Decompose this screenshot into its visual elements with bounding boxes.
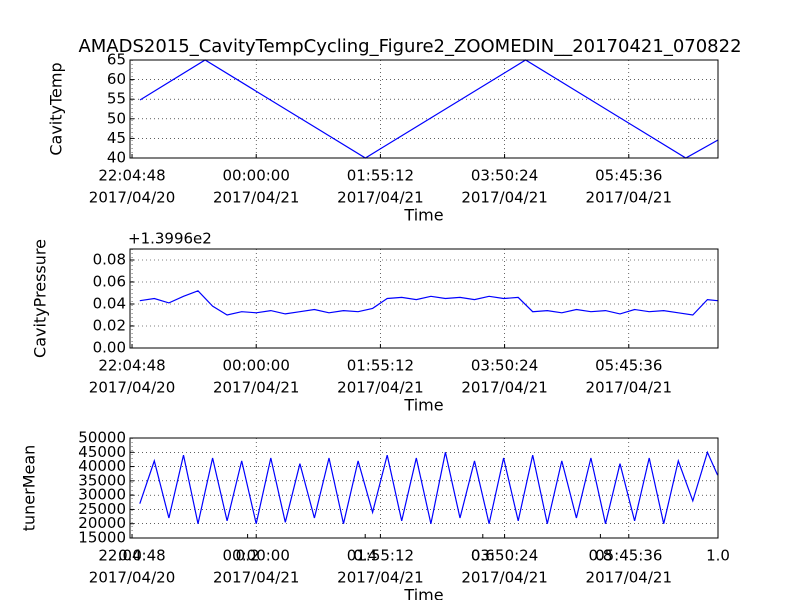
y-tick-label: 50 [107, 109, 126, 127]
x2-tick-label: 1.0 [706, 547, 730, 565]
x-tick-label: 05:45:36 [595, 167, 662, 185]
x-tick-label: 2017/04/21 [461, 379, 547, 397]
x-tick-label: 03:50:24 [471, 547, 538, 565]
x-tick-label: 2017/04/21 [586, 189, 672, 207]
x-tick-label: 22:04:48 [98, 167, 165, 185]
y-tick-label: 55 [107, 90, 126, 108]
y-tick-label: 40000 [78, 457, 126, 475]
x-axis-label: Time [403, 586, 443, 600]
x-tick-label: 01:55:12 [347, 167, 414, 185]
y-tick-label: 50000 [78, 429, 126, 447]
x-axis-label: Time [403, 206, 443, 225]
x-tick-label: 03:50:24 [471, 167, 538, 185]
y-axis-label: CavityTemp [47, 62, 66, 155]
data-line [139, 450, 719, 524]
y-tick-label: 35000 [78, 471, 126, 489]
y-tick-label: 0.04 [93, 295, 126, 313]
axes-frame [129, 59, 719, 159]
x-tick-label: 05:45:36 [595, 357, 662, 375]
x-tick-label: 05:45:36 [595, 547, 662, 565]
y-tick-label: 40 [107, 149, 126, 167]
y-tick-label: 0.02 [93, 317, 126, 335]
x-tick-label: 22:04:48 [98, 357, 165, 375]
x-tick-label: 2017/04/21 [213, 569, 299, 587]
x-tick-label: 00:00:00 [223, 357, 290, 375]
y-tick-label: 0.00 [93, 339, 126, 357]
y-tick-label: 25000 [78, 500, 126, 518]
x-tick-label: 2017/04/21 [586, 569, 672, 587]
x-tick-label: 2017/04/21 [586, 379, 672, 397]
axes-frame [129, 437, 719, 539]
x-tick-label: 2017/04/21 [337, 189, 423, 207]
x-tick-label: 03:50:24 [471, 357, 538, 375]
y-tick-label: 15000 [78, 529, 126, 547]
x-tick-label: 2017/04/21 [213, 379, 299, 397]
x-tick-label: 2017/04/21 [337, 569, 423, 587]
y-tick-label: 20000 [78, 514, 126, 532]
x-tick-label: 22:04:48 [98, 547, 165, 565]
axes-frame [129, 248, 719, 349]
x2-tick-label: 0.4 [353, 547, 377, 565]
y-axis-label: CavityPressure [31, 239, 50, 358]
x-tick-label: 01:55:12 [347, 547, 414, 565]
x-tick-label: 2017/04/21 [213, 189, 299, 207]
y-tick-label: 60 [107, 70, 126, 88]
x-tick-label: 01:55:12 [347, 357, 414, 375]
x2-tick-label: 0.0 [118, 547, 142, 565]
data-line [139, 59, 719, 159]
x-tick-label: 00:00:00 [223, 547, 290, 565]
x-tick-label: 2017/04/21 [461, 569, 547, 587]
x2-tick-label: 0.8 [588, 547, 612, 565]
x-tick-label: 2017/04/20 [89, 569, 175, 587]
y-tick-label: 45 [107, 129, 126, 147]
x-tick-label: 2017/04/21 [337, 379, 423, 397]
x2-tick-label: 0.6 [471, 547, 495, 565]
y-tick-label: 0.06 [93, 273, 126, 291]
x-tick-label: 2017/04/20 [89, 189, 175, 207]
y-offset-label: +1.3996e2 [128, 230, 212, 248]
x-axis-label: Time [403, 396, 443, 415]
x-tick-label: 2017/04/20 [89, 379, 175, 397]
x2-tick-label: 0.2 [236, 547, 260, 565]
y-tick-label: 45000 [78, 443, 126, 461]
chart-title: AMADS2015_CavityTempCycling_Figure2_ZOOM… [78, 36, 741, 57]
data-line [139, 290, 718, 316]
y-tick-label: 0.08 [93, 251, 126, 269]
x-tick-label: 2017/04/21 [461, 189, 547, 207]
y-axis-label: tunerMean [20, 445, 39, 532]
y-tick-label: 30000 [78, 486, 126, 504]
x-tick-label: 00:00:00 [223, 167, 290, 185]
y-tick-label: 65 [107, 51, 126, 69]
